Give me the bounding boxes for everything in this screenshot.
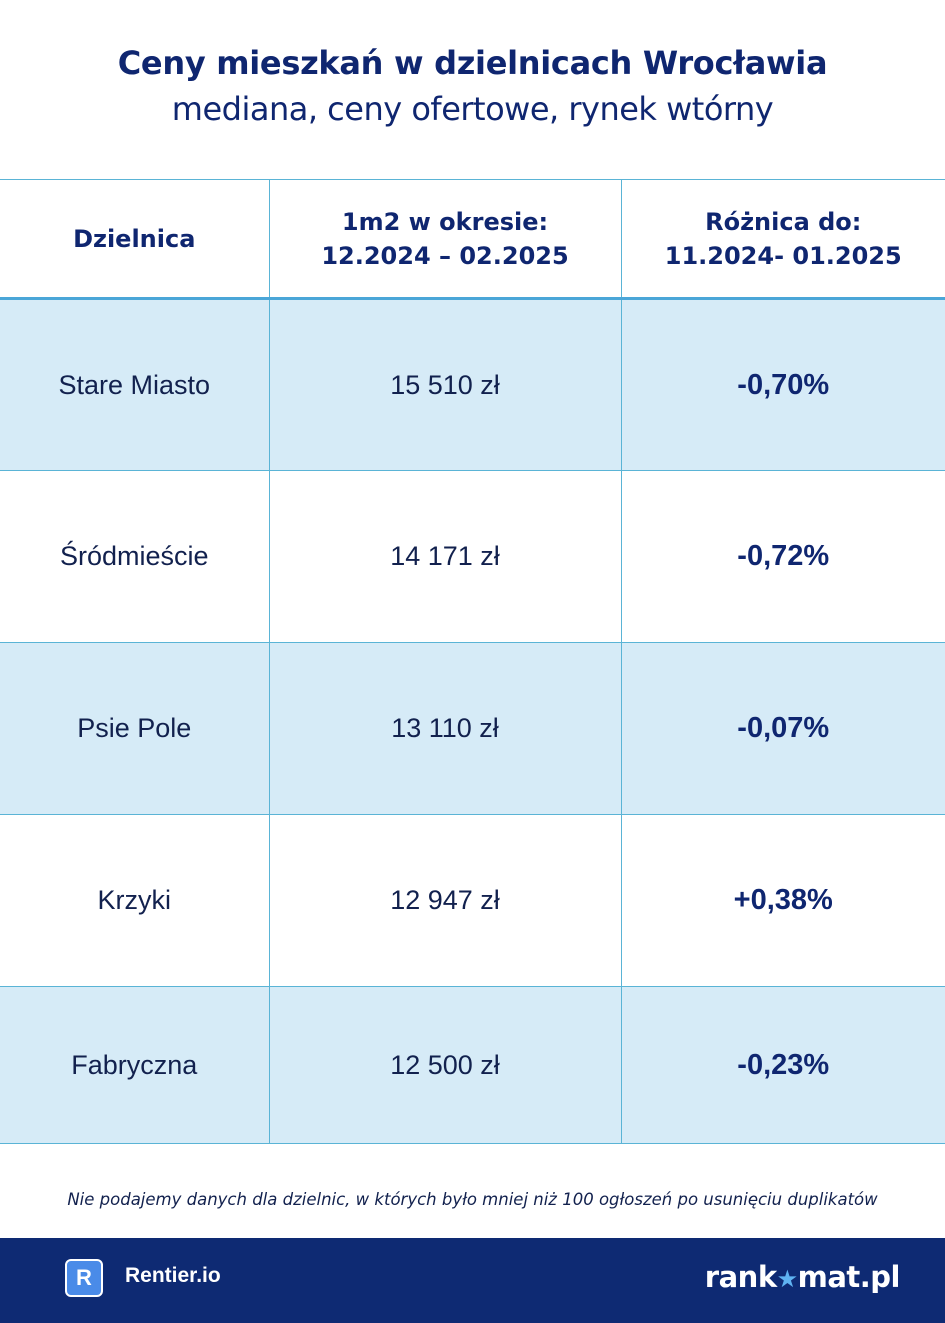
rankomat-logo-suffix: mat.pl [797,1260,901,1294]
rentier-logo-icon: R [65,1259,103,1297]
column-header-line1: Różnica do: [705,207,862,236]
diff-cell: -0,23% [620,986,945,1144]
column-header-line2: 12.2024 – 02.2025 [321,241,569,270]
table-row: Stare Miasto 15 510 zł -0,70% [0,298,945,471]
rentier-brand-name: Rentier.io [125,1264,221,1287]
page-subtitle: mediana, ceny ofertowe, rynek wtórny [171,90,774,128]
diff-cell: -0,07% [620,642,945,815]
price-table: Dzielnica 1m2 w okresie: 12.2024 – 02.20… [0,179,945,1144]
price-cell: 13 110 zł [268,642,622,815]
page-title: Ceny mieszkań w dzielnicach Wrocławia [117,44,828,82]
column-header-price: 1m2 w okresie: 12.2024 – 02.2025 [268,179,622,300]
price-cell: 14 171 zł [268,470,622,643]
column-header-line1: 1m2 w okresie: [341,207,549,236]
district-cell: Fabryczna [0,986,270,1144]
rankomat-logo: rank★mat.pl [704,1260,901,1294]
district-cell: Psie Pole [0,642,270,815]
table-row: Psie Pole 13 110 zł -0,07% [0,642,945,815]
price-cell: 12 947 zł [268,814,622,987]
district-cell: Stare Miasto [0,298,270,471]
table-row: Śródmieście 14 171 zł -0,72% [0,470,945,643]
diff-cell: -0,72% [620,470,945,643]
footer-bar: R Rentier.io rank★mat.pl [0,1238,945,1323]
diff-cell: +0,38% [620,814,945,987]
table-header-row: Dzielnica 1m2 w okresie: 12.2024 – 02.20… [0,179,945,300]
column-header-line1: Dzielnica [73,224,196,253]
column-header-diff: Różnica do: 11.2024- 01.2025 [620,179,945,300]
column-header-district: Dzielnica [0,179,270,300]
price-cell: 15 510 zł [268,298,622,471]
price-cell: 12 500 zł [268,986,622,1144]
district-cell: Krzyki [0,814,270,987]
footnote: Nie podajemy danych dla dzielnic, w któr… [67,1190,878,1209]
table-row: Fabryczna 12 500 zł -0,23% [0,986,945,1144]
star-icon: ★ [776,1265,799,1293]
district-cell: Śródmieście [0,470,270,643]
column-header-line2: 11.2024- 01.2025 [664,241,902,270]
diff-cell: -0,70% [620,298,945,471]
table-row: Krzyki 12 947 zł +0,38% [0,814,945,987]
rankomat-logo-prefix: rank [704,1260,777,1294]
